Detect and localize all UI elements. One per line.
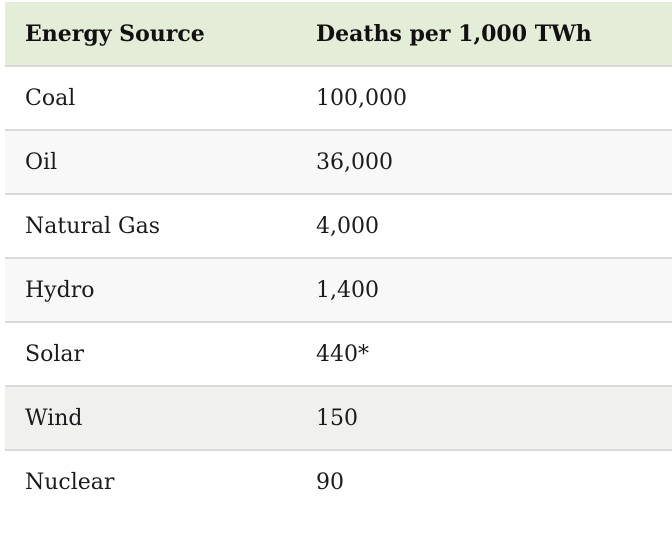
cell-energy-source: Oil bbox=[5, 130, 296, 195]
header-row: Energy Source Deaths per 1,000 TWh bbox=[5, 2, 672, 67]
table-row: Nuclear 90 bbox=[5, 450, 672, 514]
cell-energy-source: Hydro bbox=[5, 258, 296, 323]
cell-deaths: 150 bbox=[296, 386, 672, 451]
cell-energy-source: Wind bbox=[5, 386, 296, 451]
cell-energy-source: Natural Gas bbox=[5, 194, 296, 259]
cell-deaths: 36,000 bbox=[296, 130, 672, 195]
cell-energy-source: Solar bbox=[5, 322, 296, 387]
table-body: Coal 100,000 Oil 36,000 Natural Gas 4,000 Hydr… bbox=[5, 66, 672, 514]
cell-deaths: 440* bbox=[296, 322, 672, 387]
col-header-deaths-per-twh: Deaths per 1,000 TWh bbox=[296, 2, 672, 67]
cell-energy-source: Coal bbox=[5, 66, 296, 131]
table-row: Hydro 1,400 bbox=[5, 258, 672, 323]
table-head: Energy Source Deaths per 1,000 TWh bbox=[5, 2, 672, 67]
table-row: Coal 100,000 bbox=[5, 66, 672, 131]
table-row: Wind 150 bbox=[5, 386, 672, 451]
col-header-energy-source: Energy Source bbox=[5, 2, 296, 67]
table-row: Oil 36,000 bbox=[5, 130, 672, 195]
table-row: Solar 440* bbox=[5, 322, 672, 387]
cell-deaths: 1,400 bbox=[296, 258, 672, 323]
cell-deaths: 4,000 bbox=[296, 194, 672, 259]
table-row: Natural Gas 4,000 bbox=[5, 194, 672, 259]
cell-deaths: 90 bbox=[316, 470, 344, 495]
energy-deaths-table: Energy Source Deaths per 1,000 TWh Coal 1… bbox=[5, 2, 672, 514]
cell-energy-source: Nuclear bbox=[25, 470, 115, 495]
cell-deaths: 100,000 bbox=[296, 66, 672, 131]
